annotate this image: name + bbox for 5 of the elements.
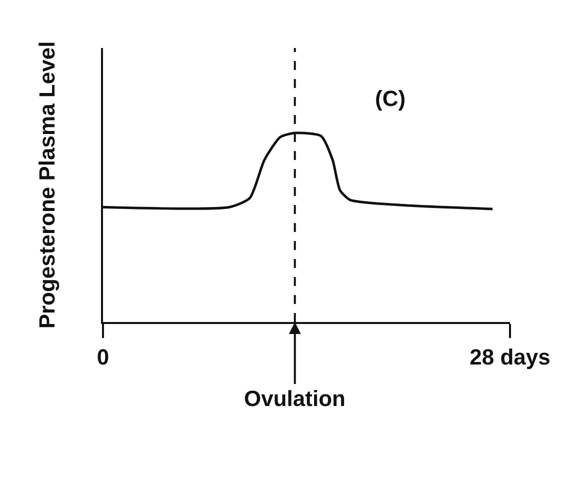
x-tick-label: 28 days [470,344,550,370]
ref-line-label: Ovulation [244,386,346,411]
text: (C) [375,86,406,111]
x-tick-label: 0 [96,344,110,370]
y-axis-title: Progesterone Plasma Level [34,41,60,329]
